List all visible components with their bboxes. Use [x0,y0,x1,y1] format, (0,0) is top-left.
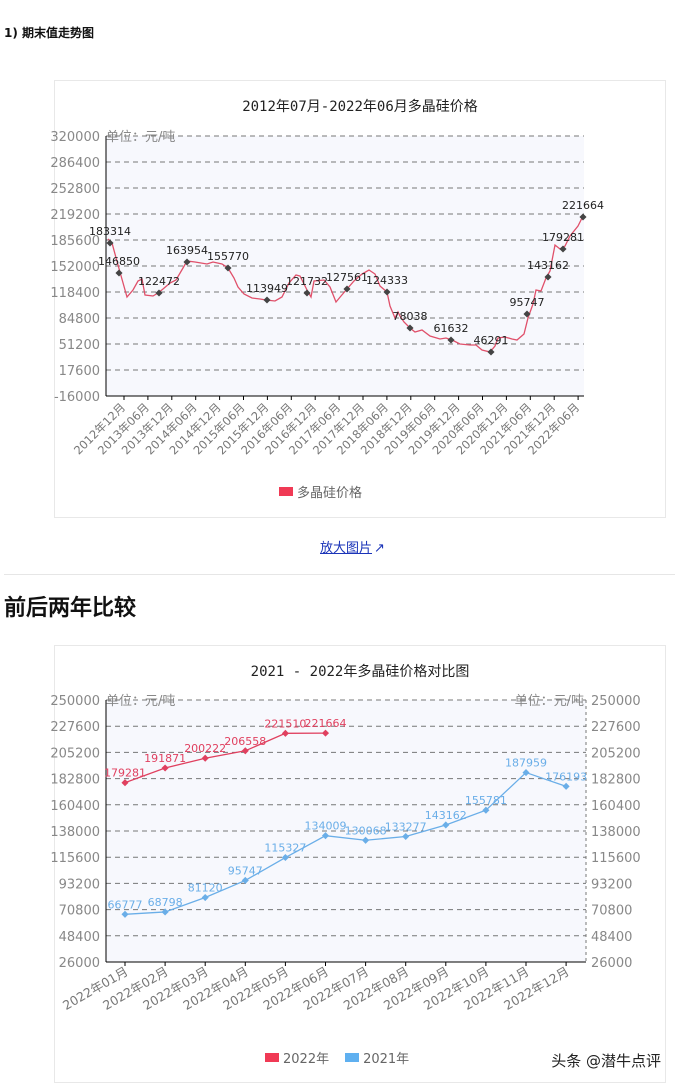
svg-text:155770: 155770 [207,250,249,263]
svg-text:205200: 205200 [50,746,100,761]
svg-text:81120: 81120 [188,882,223,895]
svg-text:187959: 187959 [505,757,547,770]
svg-text:115327: 115327 [264,842,306,855]
svg-text:221510: 221510 [264,717,306,730]
section-label: 1) 期末值走势图 [4,26,95,40]
svg-text:48400: 48400 [591,930,632,945]
legend-label-2021: 2021年 [363,1052,410,1067]
svg-text:179281: 179281 [104,767,146,780]
zoom-link-label: 放大图片 [320,541,373,556]
svg-text:26000: 26000 [59,956,100,971]
svg-text:286400: 286400 [50,156,100,171]
svg-text:176193: 176193 [545,770,587,783]
svg-text:160400: 160400 [50,799,100,814]
svg-text:70800: 70800 [59,904,100,919]
svg-text:93200: 93200 [591,877,632,892]
svg-text:84800: 84800 [59,312,100,327]
svg-text:250000: 250000 [50,694,100,709]
svg-text:51200: 51200 [59,338,100,353]
svg-text:单位：元/吨: 单位：元/吨 [106,130,175,145]
svg-text:221664: 221664 [562,199,604,212]
svg-text:138000: 138000 [591,825,641,840]
chart1-legend: 多晶硅价格 [279,482,362,501]
svg-text:183314: 183314 [89,225,131,238]
svg-text:160400: 160400 [591,799,641,814]
svg-text:26000: 26000 [591,956,632,971]
svg-text:115600: 115600 [50,851,100,866]
svg-text:221664: 221664 [305,717,347,730]
svg-text:182800: 182800 [50,773,100,788]
divider [4,574,675,575]
svg-text:124333: 124333 [366,274,408,287]
chart2-legend: 2022年 2021年 [265,1048,409,1067]
svg-text:93200: 93200 [59,877,100,892]
svg-text:227600: 227600 [50,720,100,735]
svg-text:152000: 152000 [50,260,100,275]
svg-text:48400: 48400 [59,930,100,945]
legend-swatch-2022 [265,1053,279,1062]
svg-text:单位：元/吨: 单位：元/吨 [515,694,584,709]
svg-text:200222: 200222 [184,742,226,755]
svg-text:17600: 17600 [59,364,100,379]
chart1-plot: 320000 286400 252800 219200 185600 152000 1184… [50,130,604,457]
svg-text:70800: 70800 [591,904,632,919]
svg-text:252800: 252800 [50,182,100,197]
svg-text:155781: 155781 [465,794,507,807]
svg-text:191871: 191871 [144,752,186,765]
svg-text:113949: 113949 [246,282,288,295]
svg-text:134009: 134009 [305,820,347,833]
svg-text:143162: 143162 [425,809,467,822]
svg-text:单位：元/吨: 单位：元/吨 [106,694,175,709]
svg-text:66777: 66777 [108,898,143,911]
legend-swatch-2021 [345,1053,360,1062]
legend-swatch [279,487,293,496]
svg-text:122472: 122472 [138,275,180,288]
svg-text:185600: 185600 [50,234,100,249]
svg-text:146850: 146850 [98,255,140,268]
svg-text:130068: 130068 [345,824,387,837]
svg-text:95747: 95747 [228,864,263,877]
svg-text:205200: 205200 [591,746,641,761]
svg-text:115600: 115600 [591,851,641,866]
svg-text:179281: 179281 [542,231,584,244]
svg-text:121732: 121732 [286,275,328,288]
svg-text:95747: 95747 [510,296,545,309]
svg-text:-16000: -16000 [54,390,100,405]
svg-text:182800: 182800 [591,773,641,788]
chart1-title: 2012年07月-2022年06月多晶硅价格 [242,99,478,115]
svg-text:219200: 219200 [50,208,100,223]
svg-text:138000: 138000 [50,825,100,840]
chart2-title: 2021 - 2022年多晶硅价格对比图 [250,664,470,680]
svg-text:46291: 46291 [474,334,509,347]
svg-text:320000: 320000 [50,130,100,145]
svg-text:133277: 133277 [385,821,427,834]
svg-text:127561: 127561 [326,271,368,284]
svg-text:206558: 206558 [224,735,266,748]
svg-text:227600: 227600 [591,720,641,735]
svg-text:78038: 78038 [393,310,428,323]
watermark: 头条 @潜牛点评 [551,1052,661,1070]
svg-text:163954: 163954 [166,244,208,257]
zoom-image-link[interactable]: 放大图片 ↗ [320,537,385,556]
svg-text:143162: 143162 [527,259,569,272]
section-title: 前后两年比较 [4,596,137,621]
svg-text:61632: 61632 [434,322,469,335]
svg-text:118400: 118400 [50,286,100,301]
svg-text:250000: 250000 [591,694,641,709]
external-link-icon: ↗ [374,541,385,556]
svg-text:68798: 68798 [148,896,183,909]
legend-label-2022: 2022年 [283,1052,330,1067]
legend-label: 多晶硅价格 [297,486,363,501]
